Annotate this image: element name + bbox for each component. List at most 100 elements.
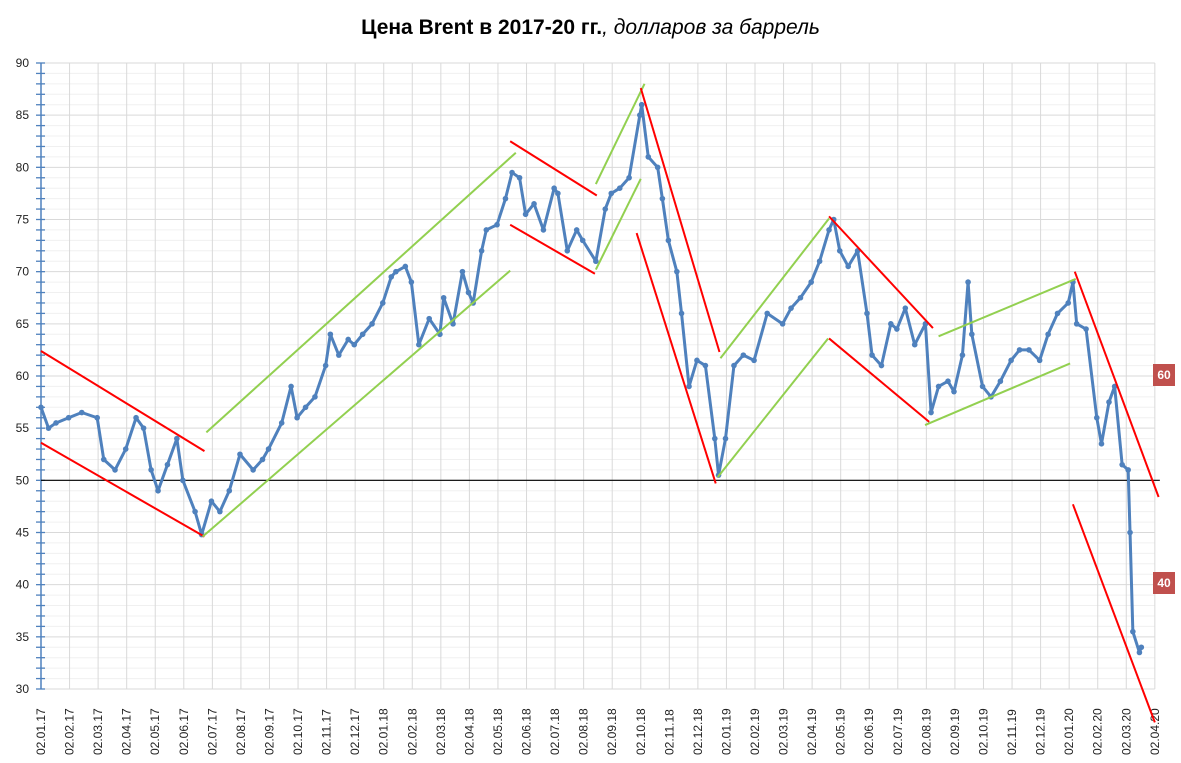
price-point bbox=[888, 321, 894, 327]
trend-line-up bbox=[924, 362, 1071, 426]
price-point bbox=[94, 414, 100, 421]
price-point bbox=[788, 305, 794, 311]
trend-line-down bbox=[40, 441, 205, 538]
trend-line-up bbox=[716, 337, 829, 478]
price-point bbox=[208, 498, 215, 505]
price-point bbox=[911, 341, 918, 348]
price-point bbox=[740, 352, 747, 358]
price-point bbox=[133, 414, 139, 421]
y-tick-label: 75 bbox=[16, 213, 30, 227]
x-tick-label: 02.07.19 bbox=[891, 708, 905, 755]
price-point bbox=[494, 221, 500, 228]
price-point bbox=[180, 477, 186, 484]
price-point bbox=[654, 164, 661, 171]
x-tick-label: 02.05.17 bbox=[148, 708, 162, 755]
x-tick-label: 02.01.18 bbox=[377, 708, 391, 755]
price-point bbox=[509, 169, 515, 176]
price-point bbox=[100, 456, 107, 463]
price-point bbox=[645, 154, 652, 160]
price-line bbox=[39, 103, 1143, 654]
price-point bbox=[694, 357, 700, 364]
trend-line-down bbox=[509, 223, 596, 275]
price-point bbox=[845, 263, 851, 270]
price-point bbox=[393, 268, 399, 275]
y-axis: 30 35 40 45 50 55 60 65 70 75 80 85 90 bbox=[16, 56, 45, 696]
price-point bbox=[665, 237, 672, 244]
price-point bbox=[979, 383, 986, 390]
x-tick-label: 02.12.19 bbox=[1034, 708, 1048, 755]
x-tick-label: 02.09.19 bbox=[948, 708, 962, 755]
price-point bbox=[1036, 357, 1043, 364]
price-point bbox=[997, 378, 1004, 385]
price-point bbox=[278, 420, 285, 426]
price-point bbox=[402, 263, 409, 270]
x-tick-label: 02.06.18 bbox=[520, 708, 534, 755]
trend-line-up bbox=[205, 151, 517, 434]
trend-line-up bbox=[594, 178, 642, 271]
level-badge-label: 40 bbox=[1157, 576, 1171, 590]
price-point bbox=[686, 383, 692, 390]
price-point bbox=[1054, 310, 1061, 317]
level-badge bbox=[1153, 364, 1175, 386]
x-tick-label: 02.06.17 bbox=[177, 708, 191, 755]
price-point bbox=[579, 237, 586, 244]
x-tick-label: 02.01.20 bbox=[1062, 708, 1076, 755]
y-tick-label: 45 bbox=[16, 526, 30, 540]
price-point bbox=[1016, 347, 1023, 353]
price-point bbox=[1008, 357, 1014, 364]
price-point bbox=[894, 326, 900, 332]
price-point bbox=[226, 487, 233, 494]
title-subtitle: , долларов за баррель bbox=[602, 16, 820, 39]
x-tick-label: 02.09.18 bbox=[605, 708, 619, 755]
price-point bbox=[379, 300, 386, 306]
price-point bbox=[217, 508, 223, 515]
price-point bbox=[808, 279, 814, 285]
price-point bbox=[416, 341, 422, 348]
price-point bbox=[1045, 331, 1051, 338]
price-point bbox=[1106, 399, 1112, 405]
price-point bbox=[502, 195, 509, 202]
price-point bbox=[388, 274, 395, 280]
x-tick-label: 02.02.20 bbox=[1091, 708, 1105, 755]
grid bbox=[40, 62, 1156, 690]
price-point bbox=[1119, 461, 1125, 468]
price-point bbox=[1098, 441, 1105, 447]
price-point bbox=[678, 310, 685, 317]
x-tick-label: 02.02.17 bbox=[63, 708, 77, 755]
trend-line-down bbox=[635, 232, 717, 484]
price-point bbox=[336, 352, 342, 358]
price-point bbox=[945, 378, 951, 385]
price-point bbox=[638, 101, 645, 108]
price-point bbox=[312, 394, 318, 400]
x-tick-label: 02.12.17 bbox=[348, 708, 362, 755]
x-tick-label: 02.04.17 bbox=[120, 708, 134, 755]
price-point bbox=[148, 467, 154, 473]
price-point bbox=[637, 112, 643, 118]
price-point bbox=[351, 341, 358, 348]
y-tick-label: 65 bbox=[16, 317, 30, 331]
price-point bbox=[764, 310, 771, 317]
price-point bbox=[45, 425, 52, 431]
x-tick-label: 02.07.18 bbox=[548, 708, 562, 755]
price-point bbox=[478, 248, 485, 254]
price-point bbox=[155, 487, 161, 494]
trend-line-up bbox=[594, 83, 646, 185]
price-point bbox=[965, 279, 971, 285]
price-point bbox=[192, 508, 198, 515]
x-tick-label: 02.04.18 bbox=[462, 708, 476, 755]
price-point bbox=[722, 435, 729, 442]
price-point bbox=[408, 279, 415, 285]
x-tick-label: 02.08.18 bbox=[577, 708, 591, 755]
price-point bbox=[564, 248, 571, 254]
trend-line-up bbox=[719, 217, 830, 359]
price-point bbox=[140, 425, 147, 431]
price-point bbox=[122, 446, 129, 452]
x-tick-label: 02.10.18 bbox=[634, 708, 648, 755]
price-point bbox=[869, 352, 875, 358]
price-point bbox=[951, 388, 957, 395]
price-point bbox=[1125, 467, 1131, 473]
price-point bbox=[551, 185, 557, 191]
price-point bbox=[516, 174, 523, 181]
price-series bbox=[38, 101, 1145, 656]
price-point bbox=[659, 195, 666, 202]
